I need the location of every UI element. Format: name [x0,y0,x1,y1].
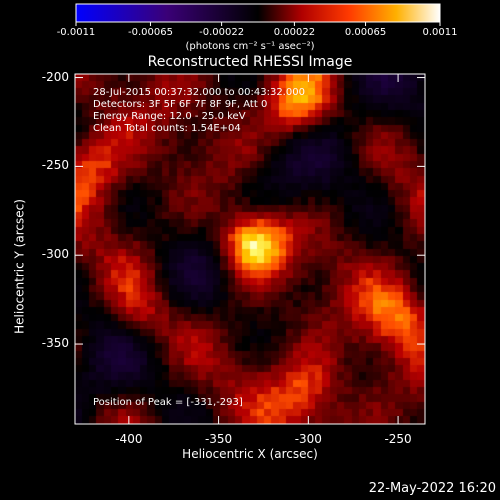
x-axis-label: Heliocentric X (arcsec) [182,447,318,461]
algorithm-counts-label: Clean Total counts: 1.54E+04 [93,123,241,134]
peak-position-label: Position of Peak = [-331,-293] [93,397,243,408]
colorbar-units: (photons cm⁻² s⁻¹ asec⁻²) [185,41,315,52]
y-axis-label: Heliocentric Y (arcsec) [12,199,27,334]
colorbar-tick-label: 0.00022 [273,27,316,38]
x-tick-label: -250 [384,432,412,446]
plot-title: Reconstructed RHESSI Image [147,54,353,70]
colorbar-tick-label: -0.00065 [127,27,173,38]
colorbar-tickmarks [75,22,441,26]
x-tick-label: -350 [204,432,233,446]
colorbar-svg [75,3,441,26]
y-tick-label: -300 [41,247,69,262]
y-tick-label: -200 [41,69,69,84]
rhessi-image [75,74,425,424]
detectors-label: Detectors: 3F 5F 6F 7F 8F 9F, Att 0 [93,99,268,110]
footer-date: 22-May-2022 16:20 [368,481,496,496]
plot-frame [74,73,426,425]
colorbar-tick-label: 0.00065 [344,27,387,38]
y-tick-label: -350 [41,336,69,351]
x-tick-label: -300 [294,432,322,446]
colorbar-tick-label: 0.0011 [422,27,458,38]
time-range-label: 28-Jul-2015 00:37:32.000 to 00:43:32.000 [93,87,305,98]
y-tick-label: -250 [41,158,69,173]
energy-range-label: Energy Range: 12.0 - 25.0 keV [93,111,246,122]
colorbar-tick-label: -0.00022 [199,27,245,38]
colorbar [75,3,441,23]
x-tick-label: -400 [115,432,143,446]
colorbar-tick-label: -0.0011 [56,27,96,38]
